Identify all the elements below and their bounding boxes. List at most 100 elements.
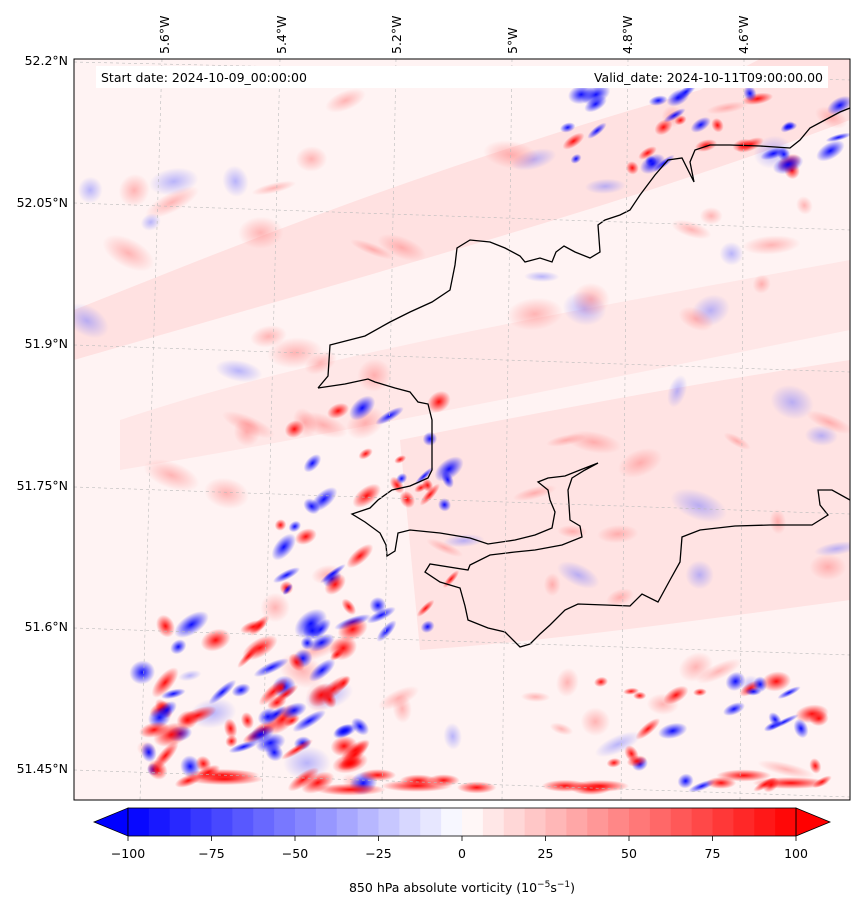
- vorticity-cell: [376, 620, 397, 642]
- vorticity-cell: [358, 448, 373, 460]
- colorbar-cell: [524, 808, 547, 836]
- vorticity-cell: [118, 173, 150, 207]
- vorticity-cell: [377, 233, 427, 262]
- lon-label: 4.8°W: [620, 16, 635, 55]
- vorticity-cell: [310, 618, 331, 640]
- colorbar-cell: [691, 808, 714, 836]
- colorbar-cell: [775, 808, 797, 836]
- vorticity-cell: [483, 140, 539, 170]
- colorbar-cell: [566, 808, 588, 836]
- colorbar-label: 850 hPa absolute vorticity (10−5s−1): [349, 880, 575, 895]
- colorbar-cell: [148, 808, 171, 836]
- vorticity-cell: [795, 704, 829, 724]
- vorticity-cell: [208, 679, 237, 705]
- vorticity-cell: [178, 670, 202, 682]
- colorbar-cell: [336, 808, 359, 836]
- vorticity-cell: [617, 447, 663, 478]
- vorticity-cell: [677, 773, 694, 789]
- vorticity-cell: [752, 274, 771, 294]
- vorticity-cell: [145, 186, 199, 219]
- vorticity-cell: [434, 456, 464, 482]
- colorbar-cell: [128, 808, 150, 836]
- vorticity-cell: [606, 588, 634, 607]
- vorticity-cell: [666, 88, 690, 107]
- vorticity-cell: [512, 485, 557, 501]
- vorticity-cell: [246, 725, 275, 744]
- map-plot-area: [74, 59, 850, 800]
- vorticity-cell: [184, 769, 260, 781]
- vorticity-cell: [793, 718, 809, 739]
- vorticity-cell: [274, 519, 287, 531]
- vorticity-cell: [606, 758, 622, 768]
- colorbar-cell: [190, 808, 213, 836]
- vorticity-cell: [743, 85, 757, 102]
- vorticity-cell: [546, 433, 586, 447]
- vorticity-cell: [562, 132, 585, 150]
- vorticity-cell: [584, 95, 607, 113]
- vorticity-cell: [203, 477, 250, 509]
- vorticity-cell: [761, 671, 792, 692]
- vorticity-cell: [287, 767, 320, 792]
- vorticity-cell: [648, 95, 668, 106]
- vorticity-cell: [685, 560, 714, 590]
- start-date-text: Start date: 2024-10-09_00:00:00: [101, 70, 307, 85]
- vorticity-cell: [693, 688, 707, 697]
- vorticity-cell: [624, 745, 639, 763]
- vorticity-cell: [140, 742, 157, 763]
- vorticity-cell: [174, 611, 209, 638]
- vorticity-cell: [723, 432, 751, 450]
- vorticity-cell: [240, 712, 255, 730]
- vorticity-cell: [349, 395, 376, 421]
- vorticity-cell: [156, 614, 175, 638]
- vorticity-cell: [719, 241, 744, 266]
- vorticity-cell: [129, 660, 156, 685]
- vorticity-cell: [303, 454, 322, 473]
- vorticity-cell: [780, 121, 795, 133]
- colorbar-max-extend: [795, 807, 832, 837]
- vorticity-cell: [597, 524, 639, 544]
- vorticity-cell: [249, 615, 270, 636]
- vorticity-cell: [745, 687, 762, 696]
- vorticity-cell: [580, 707, 611, 737]
- vorticity-cell: [327, 402, 350, 419]
- vorticity-cell: [567, 84, 595, 105]
- colorbar-cell: [357, 808, 380, 836]
- vorticity-cell: [292, 709, 326, 733]
- colorbar-cell: [629, 808, 651, 836]
- vorticity-cell: [437, 498, 452, 512]
- vorticity-cell: [671, 219, 712, 240]
- vorticity-cell: [772, 154, 804, 175]
- vorticity-cell: [228, 740, 259, 754]
- vorticity-cell: [633, 691, 647, 700]
- vorticity-cell: [257, 707, 279, 726]
- colorbar-tick-label: 100: [784, 846, 808, 861]
- vorticity-cell: [506, 297, 564, 331]
- vorticity-cell: [272, 567, 301, 584]
- colorbar-tick-label: −25: [365, 846, 391, 861]
- colorbar-tick-label: 50: [621, 846, 637, 861]
- vorticity-cell: [329, 648, 345, 661]
- vorticity-cell: [351, 717, 370, 736]
- vorticity-cell: [696, 658, 742, 684]
- vorticity-cell: [394, 455, 407, 464]
- lat-label: 51.75°N: [17, 478, 68, 493]
- vorticity-cell: [223, 718, 238, 739]
- colorbar-cell: [295, 808, 317, 836]
- vorticity-cell: [324, 573, 346, 595]
- vorticity-cell: [711, 117, 724, 133]
- vorticity-cell: [777, 686, 801, 699]
- colorbar-cell: [169, 808, 192, 836]
- vorticity-cell: [816, 140, 845, 162]
- vorticity-band: [74, 59, 850, 360]
- valid-date-text: Valid_date: 2024-10-11T09:00:00.00: [594, 70, 823, 85]
- vorticity-cell: [520, 691, 551, 703]
- colorbar-cells: [128, 808, 797, 836]
- vorticity-cell: [140, 213, 161, 231]
- vorticity-cell: [752, 777, 830, 789]
- vorticity-cell: [419, 483, 440, 506]
- colorbar-cell: [545, 808, 567, 836]
- map-frame: [73, 58, 851, 801]
- vorticity-blobs: [74, 83, 850, 796]
- vorticity-cell: [308, 658, 336, 682]
- colorbar-cell: [232, 808, 254, 836]
